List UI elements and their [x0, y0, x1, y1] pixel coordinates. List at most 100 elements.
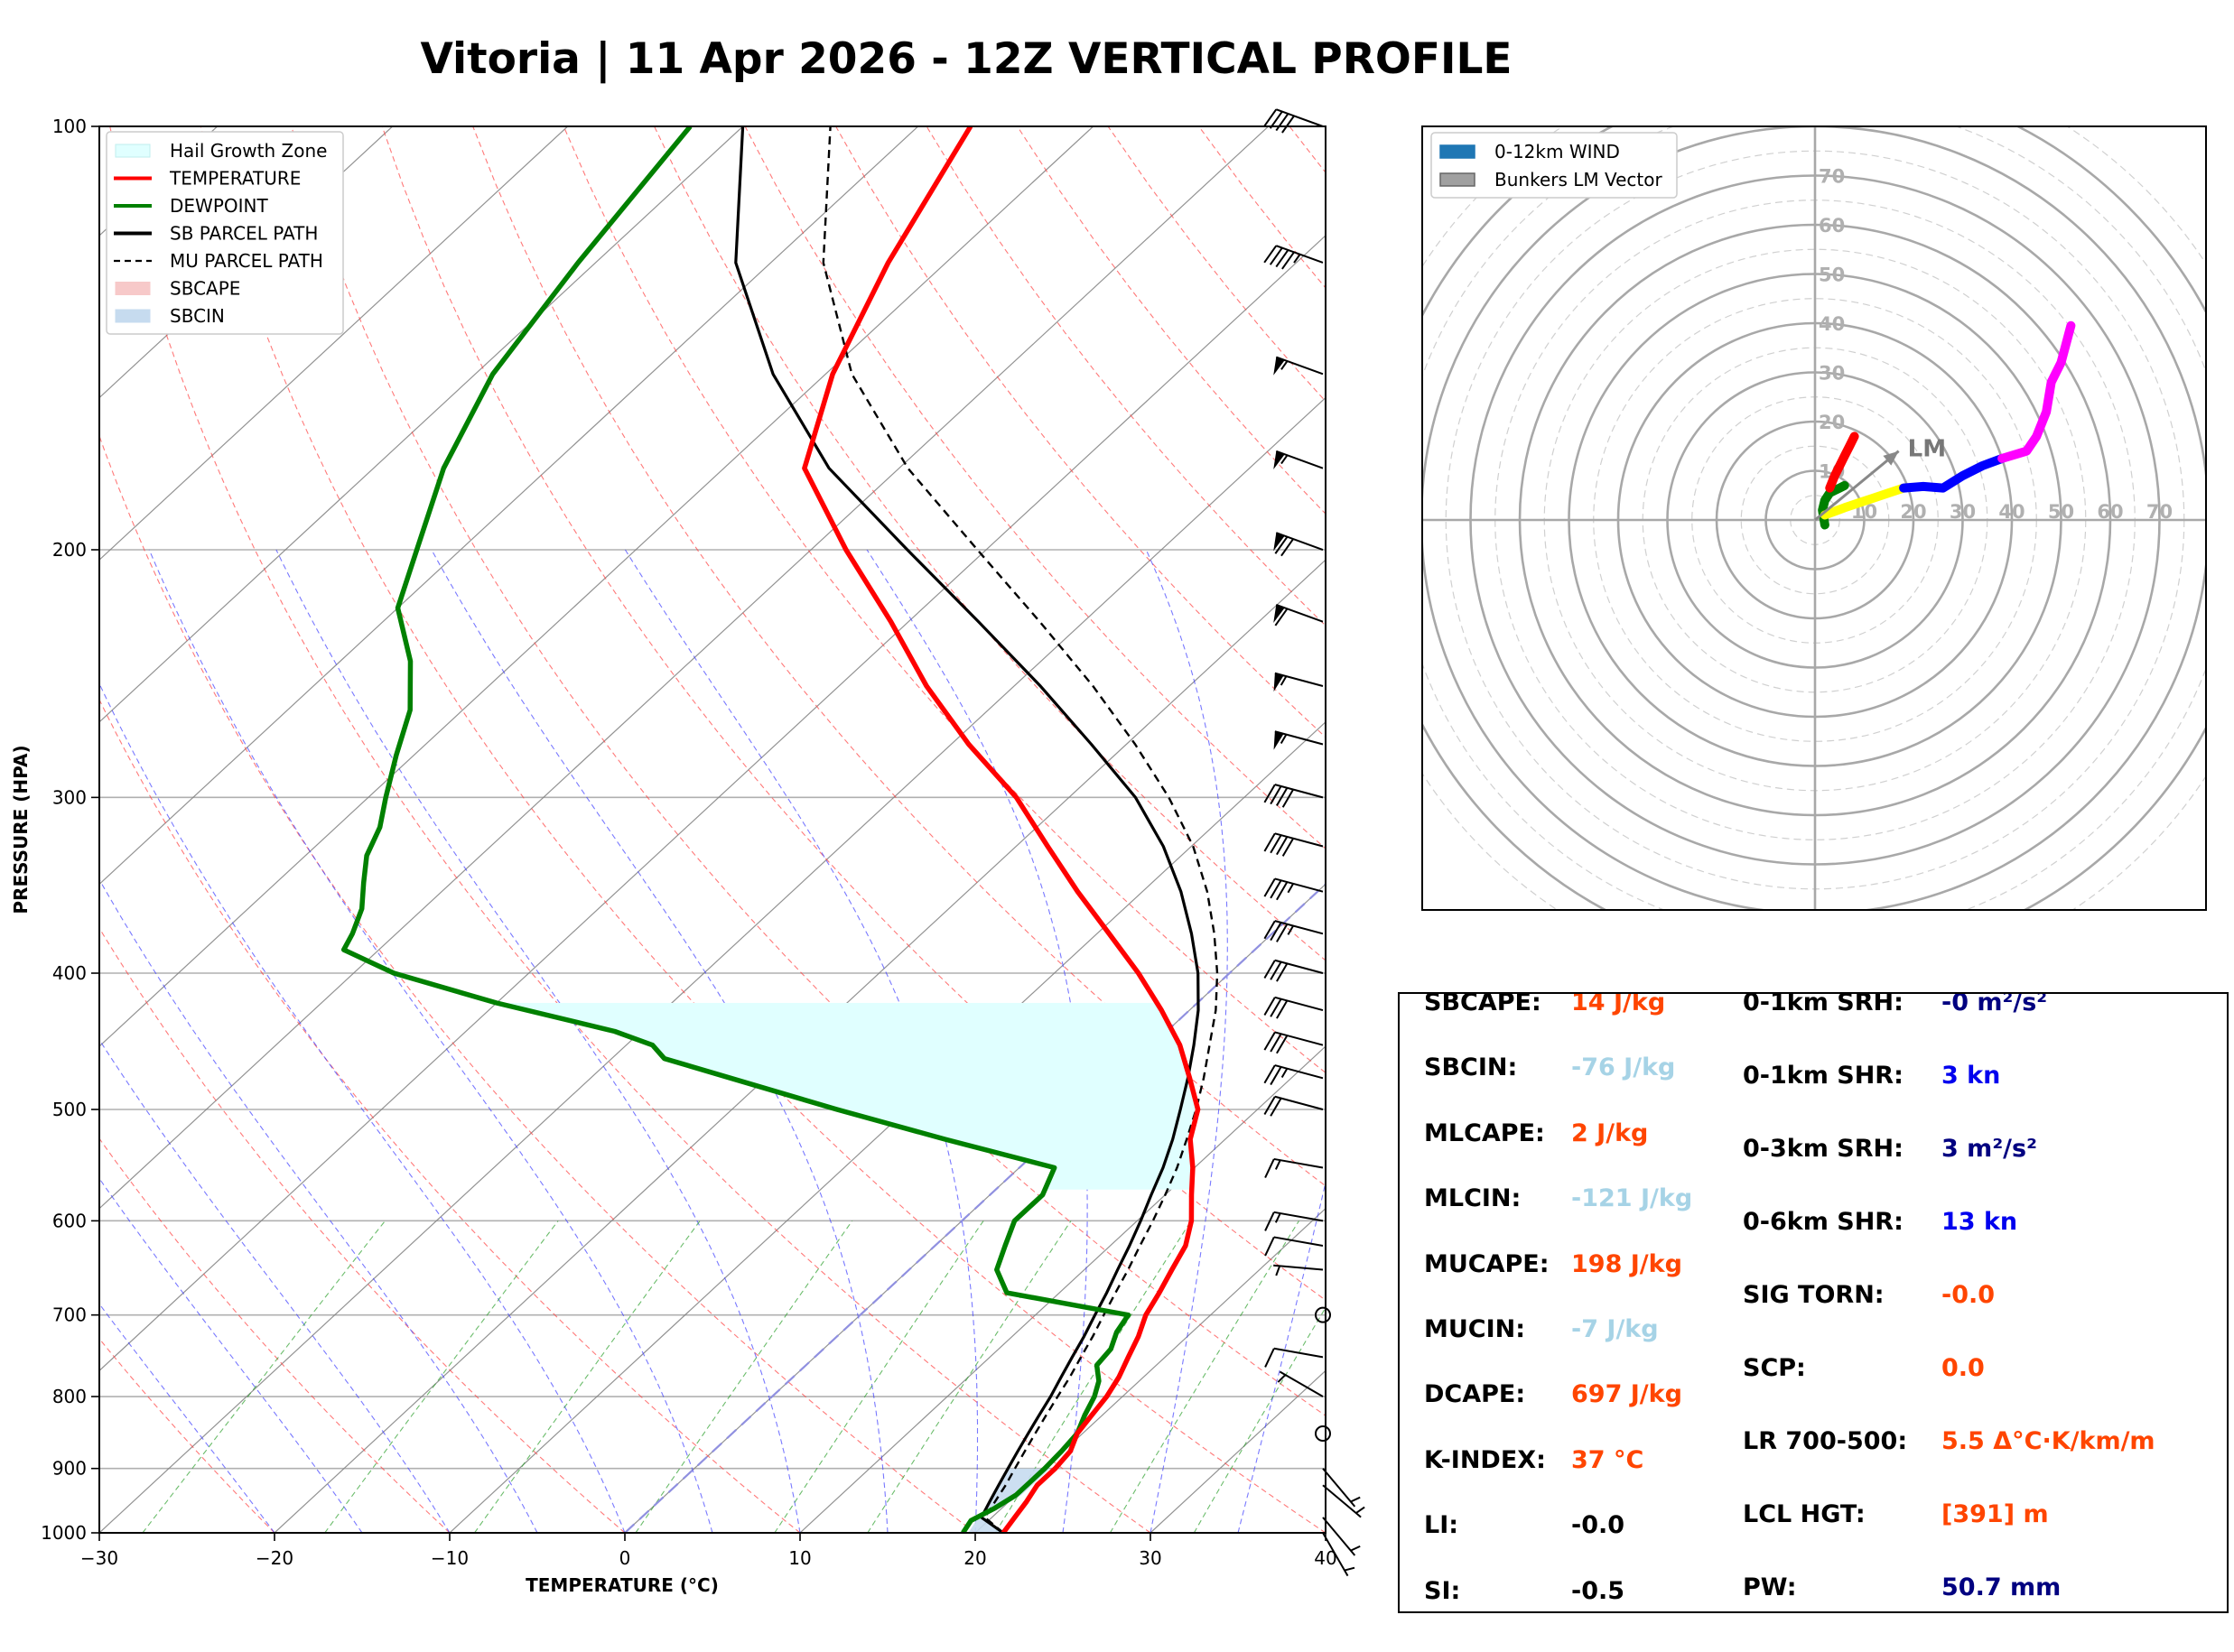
wind-barb-staff — [1273, 1236, 1324, 1247]
wind-barb — [1322, 1517, 1361, 1556]
param-name: K-INDEX: — [1424, 1445, 1546, 1474]
wind-barb-flag — [1276, 1035, 1289, 1054]
wind-barb-pennant — [1273, 357, 1285, 376]
wind-barb-half-flag — [1277, 1374, 1287, 1383]
wind-barb — [1263, 920, 1324, 942]
dry-adiabat-line — [472, 126, 1326, 1187]
hodo-ring-label-x: 50 — [2048, 501, 2074, 523]
wind-barb-half-flag — [1344, 1566, 1355, 1572]
mixing-ratio-line — [867, 1220, 1072, 1533]
wind-barb-flag — [1274, 536, 1289, 554]
dry-adiabat-line — [99, 434, 976, 1533]
param-value: -0 m²/s² — [1941, 992, 2048, 1016]
isotherm-line — [799, 1045, 1326, 1533]
dry-adiabat-line — [563, 126, 1326, 1074]
param-value: -0.0 — [1941, 1281, 1996, 1309]
isotherm-line — [99, 126, 744, 723]
wind-barb-flag — [1276, 923, 1289, 942]
param-value: -0.0 — [1571, 1511, 1625, 1540]
wind-barb-pennant — [1273, 533, 1285, 552]
moist-adiabat-line — [99, 878, 538, 1533]
x-axis-label: TEMPERATURE (°C) — [526, 1574, 719, 1596]
moist-adiabat-line — [99, 1177, 363, 1533]
calm-wind-circle — [1315, 1306, 1331, 1323]
wind-barb — [1263, 245, 1324, 270]
isotherm-line — [99, 396, 1326, 1533]
wind-barb — [1263, 784, 1324, 808]
wind-barb-flag — [1270, 998, 1282, 1017]
hodo-legend: 0-12km WIND Bunkers LM Vector — [1430, 132, 1678, 199]
param-name: DCAPE: — [1424, 1380, 1526, 1409]
param-name: SBCAPE: — [1424, 992, 1541, 1016]
wind-barb-pennant — [1273, 604, 1285, 624]
legend-swatch — [115, 282, 151, 295]
wind-barb-staff — [1274, 1095, 1324, 1110]
param-value: 13 kn — [1941, 1208, 2018, 1236]
wind-barb-half-flag — [1274, 1212, 1281, 1223]
wind-barb-staff — [1274, 1064, 1324, 1080]
wind-barb-staff — [1322, 1468, 1356, 1508]
isotherm-line — [99, 126, 919, 886]
wind-barb-flag — [1276, 962, 1289, 982]
wind-barb-staff — [1274, 672, 1324, 687]
wind-barb — [1264, 1347, 1324, 1368]
hodo-legend-label: 0-12km WIND — [1494, 141, 1620, 162]
wind-barb-staff — [1273, 1211, 1324, 1222]
y-tick-label: 100 — [52, 116, 87, 137]
x-tick-label: −20 — [256, 1547, 293, 1569]
wind-barb-flag — [1270, 785, 1282, 805]
wind-barb-flag — [1275, 249, 1289, 268]
hodo-ring-label-y: 60 — [1819, 215, 1845, 237]
hodo-wind-segment — [1825, 432, 1859, 493]
wind-barb — [1264, 1211, 1324, 1231]
wind-barb — [1273, 450, 1324, 470]
wind-barb-flag — [1270, 1098, 1282, 1117]
y-tick-label: 900 — [52, 1458, 87, 1480]
wind-barb-flag — [1264, 1237, 1275, 1257]
dry-adiabat-line — [654, 126, 1326, 961]
param-name: 0-3km SRH: — [1743, 1135, 1904, 1163]
wind-barb — [1273, 532, 1324, 557]
legend-label: MU PARCEL PATH — [170, 250, 323, 272]
wind-barb-staff — [1274, 996, 1324, 1011]
param-name: SIG TORN: — [1743, 1281, 1885, 1309]
param-value: 3 kn — [1941, 1062, 2001, 1090]
zero-degree-isotherm — [624, 882, 1326, 1533]
lm-vector-label: LM — [1908, 436, 1946, 463]
moist-adiabat-line — [1145, 549, 1228, 1533]
wind-barb-flag — [1270, 961, 1282, 980]
wind-barb-flag — [1270, 1066, 1282, 1086]
sb-parcel-line — [734, 126, 1200, 1533]
param-value: 198 J/kg — [1571, 1249, 1682, 1278]
wind-barb-flag — [1274, 608, 1289, 626]
wind-barb-flag — [1263, 108, 1278, 127]
wind-barb-flag — [1264, 1211, 1275, 1231]
y-tick-label: 1000 — [41, 1522, 87, 1544]
mixing-ratio-line — [774, 1220, 984, 1533]
legend-swatch — [115, 144, 151, 158]
moist-adiabat-line — [99, 682, 626, 1533]
lm-vector-arrowhead — [1883, 450, 1899, 466]
param-value: -0.5 — [1571, 1576, 1625, 1605]
wind-barb-flag — [1276, 836, 1289, 856]
calm-wind-circle — [1315, 1425, 1331, 1443]
wind-barb-flag — [1270, 1033, 1282, 1053]
param-name: LI: — [1424, 1511, 1459, 1540]
legend-label: SB PARCEL PATH — [170, 223, 318, 245]
wind-barb — [1263, 996, 1324, 1019]
y-tick-label: 700 — [52, 1304, 87, 1326]
wind-barb-flag — [1263, 1064, 1276, 1084]
wind-barb-flag — [1281, 251, 1295, 270]
mixing-ratio-line — [324, 1220, 559, 1533]
wind-barb-half-flag — [1287, 925, 1295, 935]
hodo-legend-swatch — [1439, 144, 1475, 159]
wind-barb — [1322, 1484, 1365, 1518]
hail-growth-zone-fill — [496, 1003, 1198, 1190]
hodo-ring-label-x: 60 — [2097, 501, 2123, 523]
wind-barb-flag — [1281, 115, 1295, 134]
param-value: 37 °C — [1571, 1445, 1644, 1474]
wind-barb-staff — [1274, 730, 1324, 746]
isotherm-line — [974, 1207, 1326, 1533]
hodo-ring-label-x: 20 — [1900, 501, 1926, 523]
